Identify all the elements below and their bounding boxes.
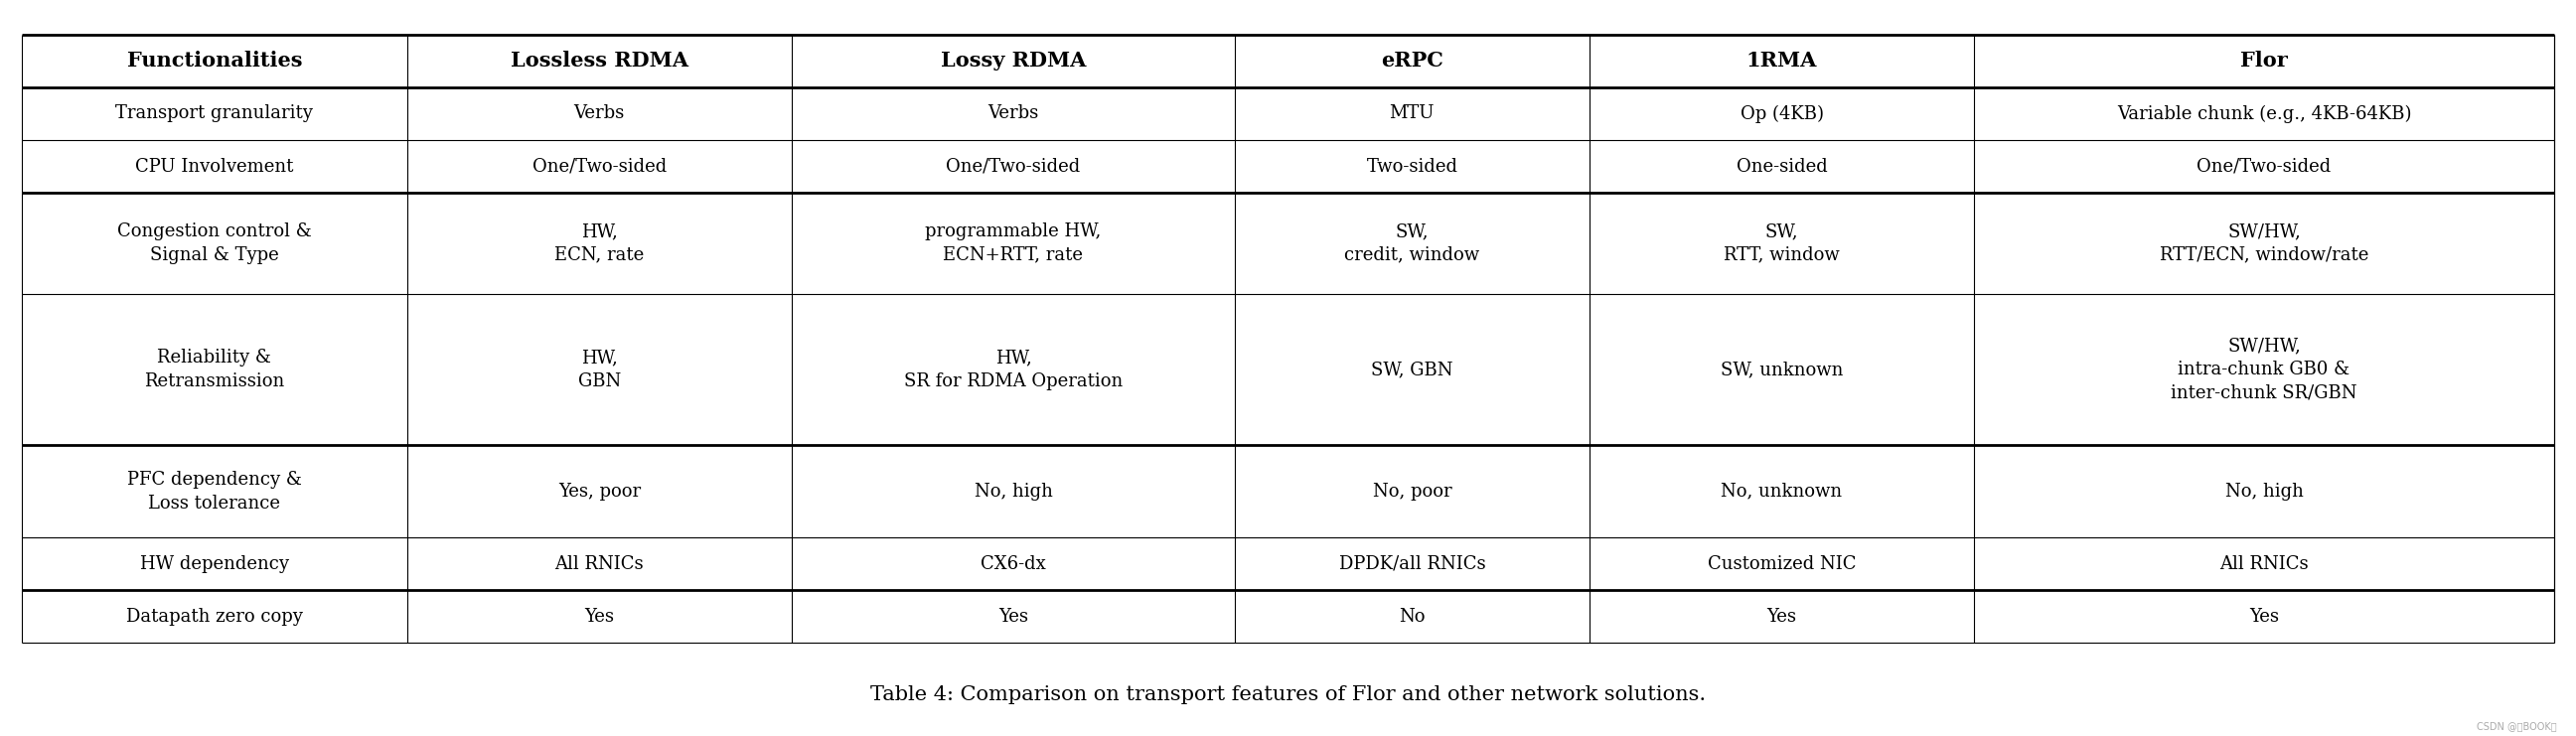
Text: HW,
SR for RDMA Operation: HW, SR for RDMA Operation [904, 349, 1123, 390]
Text: Reliability &
Retransmission: Reliability & Retransmission [144, 349, 283, 390]
Text: SW/HW,
RTT/ECN, window/rate: SW/HW, RTT/ECN, window/rate [2159, 223, 2367, 264]
Bar [791, 140, 1234, 193]
Bar [1973, 537, 2553, 590]
Bar [1234, 590, 1589, 643]
Text: Yes: Yes [1767, 608, 1795, 626]
Bar [407, 35, 791, 87]
Text: MTU: MTU [1388, 105, 1435, 123]
Text: Yes, poor: Yes, poor [559, 483, 641, 500]
Text: Variable chunk (e.g., 4KB-64KB): Variable chunk (e.g., 4KB-64KB) [2117, 105, 2411, 123]
Text: Congestion control &
Signal & Type: Congestion control & Signal & Type [116, 223, 312, 264]
Bar [791, 294, 1234, 445]
Bar [1234, 35, 1589, 87]
Bar [791, 193, 1234, 294]
Text: Op (4KB): Op (4KB) [1739, 105, 1824, 123]
Text: No, high: No, high [974, 483, 1054, 500]
Text: DPDK/all RNICs: DPDK/all RNICs [1340, 555, 1486, 573]
Bar [791, 445, 1234, 537]
Text: No: No [1399, 608, 1425, 626]
Text: PFC dependency &
Loss tolerance: PFC dependency & Loss tolerance [126, 471, 301, 512]
Bar [407, 193, 791, 294]
Bar [1973, 445, 2553, 537]
Bar [1234, 537, 1589, 590]
Text: One/Two-sided: One/Two-sided [945, 158, 1079, 175]
Bar [407, 140, 791, 193]
Text: Flor: Flor [2241, 51, 2287, 71]
Text: SW,
credit, window: SW, credit, window [1345, 223, 1479, 264]
Bar [1589, 193, 1973, 294]
Bar [1234, 140, 1589, 193]
Bar [1589, 87, 1973, 140]
Text: Customized NIC: Customized NIC [1708, 555, 1857, 573]
Text: CX6-dx: CX6-dx [981, 555, 1046, 573]
Text: Verbs: Verbs [574, 105, 626, 123]
Text: Lossless RDMA: Lossless RDMA [510, 51, 688, 71]
Text: All RNICs: All RNICs [554, 555, 644, 573]
Text: eRPC: eRPC [1381, 51, 1443, 71]
Text: Yes: Yes [999, 608, 1028, 626]
Bar [407, 590, 791, 643]
Bar [23, 87, 407, 140]
Bar [1973, 590, 2553, 643]
Text: Two-sided: Two-sided [1365, 158, 1458, 175]
Bar [1589, 445, 1973, 537]
Bar [1234, 87, 1589, 140]
Bar [407, 87, 791, 140]
Text: No, unknown: No, unknown [1721, 483, 1842, 500]
Text: Table 4: Comparison on transport features of Flor and other network solutions.: Table 4: Comparison on transport feature… [871, 685, 1705, 704]
Text: Datapath zero copy: Datapath zero copy [126, 608, 304, 626]
Text: SW,
RTT, window: SW, RTT, window [1723, 223, 1839, 264]
Bar [23, 537, 407, 590]
Bar [1234, 294, 1589, 445]
Bar [1589, 590, 1973, 643]
Bar [791, 35, 1234, 87]
Bar [1589, 140, 1973, 193]
Text: No, high: No, high [2226, 483, 2303, 500]
Bar [1589, 35, 1973, 87]
Bar [23, 193, 407, 294]
Text: One/Two-sided: One/Two-sided [2197, 158, 2331, 175]
Text: SW/HW,
intra-chunk GB0 &
inter-chunk SR/GBN: SW/HW, intra-chunk GB0 & inter-chunk SR/… [2172, 337, 2357, 402]
Bar [407, 294, 791, 445]
Bar [1973, 193, 2553, 294]
Text: programmable HW,
ECN+RTT, rate: programmable HW, ECN+RTT, rate [925, 223, 1103, 264]
Text: HW,
GBN: HW, GBN [577, 349, 621, 390]
Bar [1234, 445, 1589, 537]
Text: SW, GBN: SW, GBN [1370, 361, 1453, 378]
Text: One/Two-sided: One/Two-sided [533, 158, 667, 175]
Bar [23, 294, 407, 445]
Text: One-sided: One-sided [1736, 158, 1826, 175]
Bar [791, 537, 1234, 590]
Bar [1589, 537, 1973, 590]
Text: SW, unknown: SW, unknown [1721, 361, 1842, 378]
Bar [791, 590, 1234, 643]
Bar [791, 87, 1234, 140]
Bar [23, 140, 407, 193]
Bar [1973, 87, 2553, 140]
Bar [407, 537, 791, 590]
Bar [1234, 193, 1589, 294]
Text: Yes: Yes [585, 608, 613, 626]
Bar [23, 35, 407, 87]
Text: Lossy RDMA: Lossy RDMA [940, 51, 1087, 71]
Text: HW dependency: HW dependency [139, 555, 289, 573]
Bar [1973, 35, 2553, 87]
Bar [23, 590, 407, 643]
Text: CSDN @技BOOK柱: CSDN @技BOOK柱 [2476, 721, 2555, 731]
Bar [23, 445, 407, 537]
Text: 1RMA: 1RMA [1747, 51, 1816, 71]
Text: HW,
ECN, rate: HW, ECN, rate [554, 223, 644, 264]
Text: No, poor: No, poor [1373, 483, 1453, 500]
Bar [1589, 294, 1973, 445]
Text: Verbs: Verbs [987, 105, 1038, 123]
Text: Yes: Yes [2249, 608, 2280, 626]
Bar [1973, 294, 2553, 445]
Text: Transport granularity: Transport granularity [116, 105, 314, 123]
Text: Functionalities: Functionalities [126, 51, 301, 71]
Bar [407, 445, 791, 537]
Text: CPU Involvement: CPU Involvement [134, 158, 294, 175]
Bar [1973, 140, 2553, 193]
Text: All RNICs: All RNICs [2221, 555, 2308, 573]
